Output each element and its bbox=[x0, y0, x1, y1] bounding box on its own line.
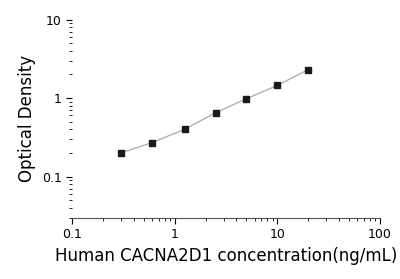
X-axis label: Human CACNA2D1 concentration(ng/mL): Human CACNA2D1 concentration(ng/mL) bbox=[55, 247, 397, 264]
Y-axis label: Optical Density: Optical Density bbox=[18, 55, 36, 182]
